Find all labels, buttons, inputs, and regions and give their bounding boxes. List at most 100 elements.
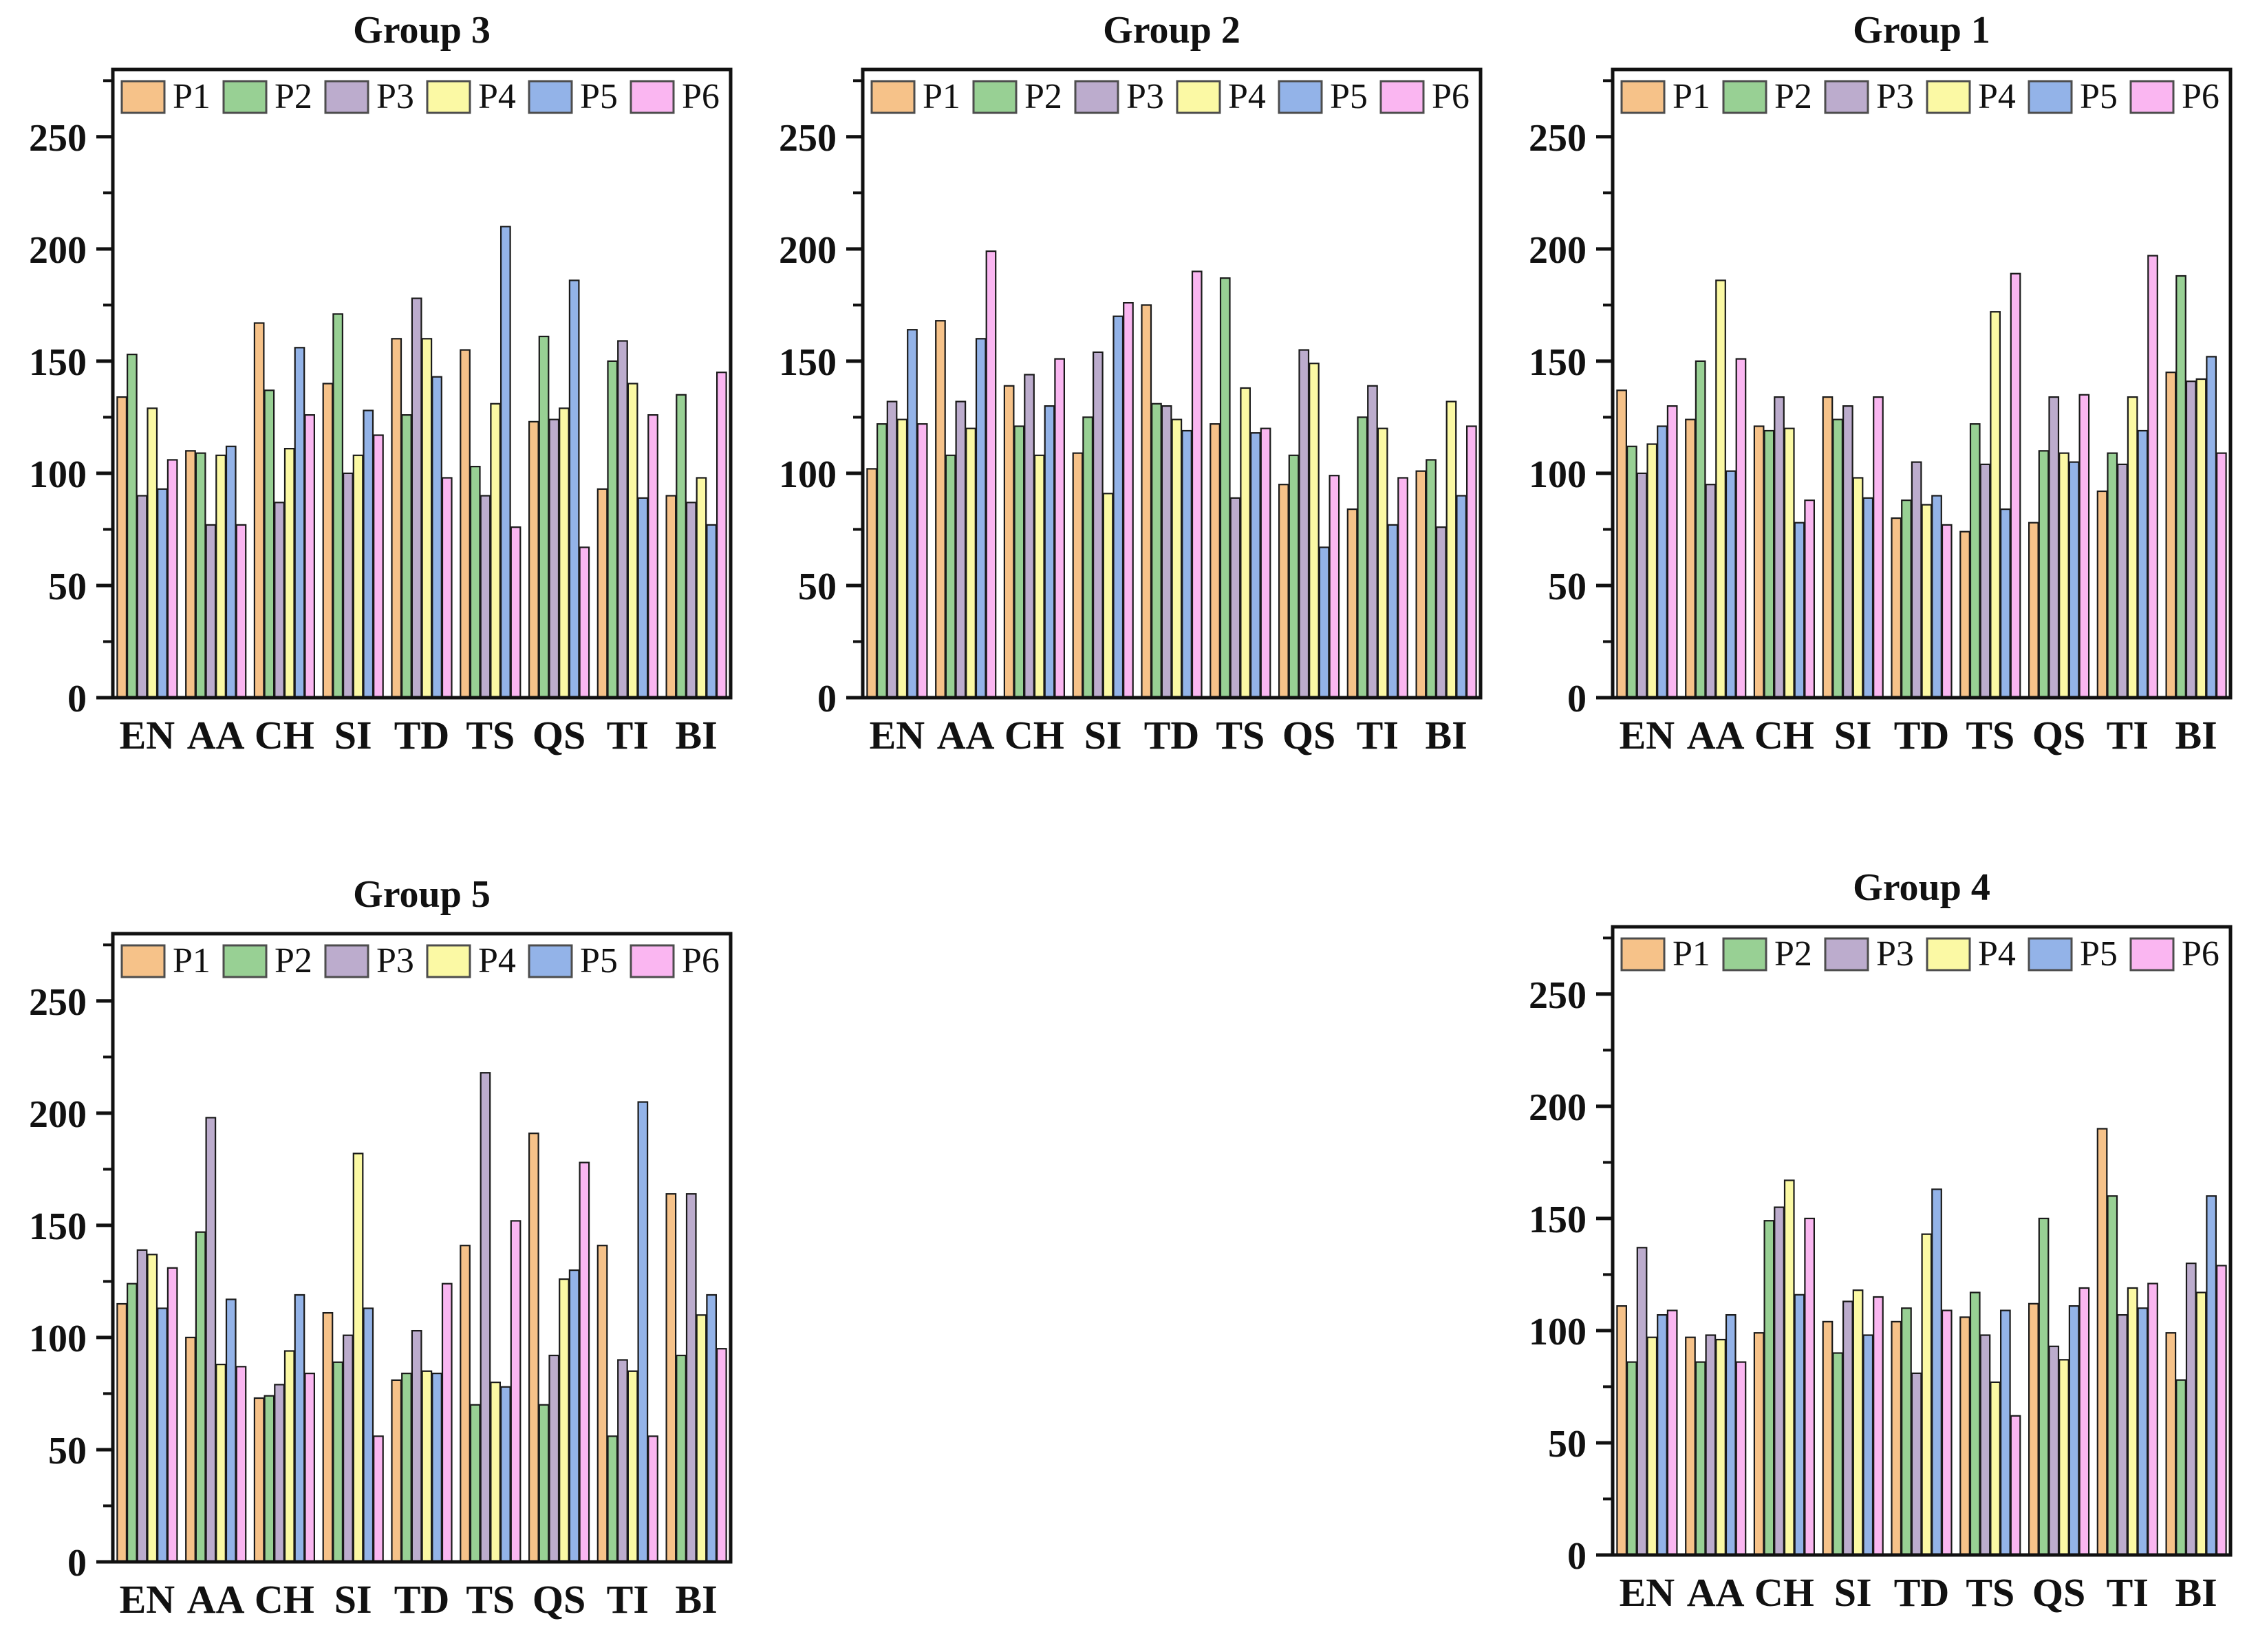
bar-QS-P3 [2048,396,2060,699]
bar-SI-P1 [1072,452,1084,699]
bar-BI-P6 [2215,1265,2227,1556]
x-tick-label: TI [2107,1570,2149,1615]
x-tick-label: SI [1834,713,1872,758]
chart-title: Group 5 [353,873,491,916]
bar-TD-P1 [1891,517,1902,699]
legend-label-P6: P6 [682,77,720,116]
bar-EN-P6 [1666,1309,1678,1556]
bar-SI-P4 [352,454,364,699]
bar-QS-P2 [2038,450,2050,699]
bar-TD-P3 [411,1329,422,1563]
bar-CH-P2 [1763,429,1775,699]
bar-AA-P6 [235,1366,247,1563]
bar-SI-P3 [1842,1300,1853,1556]
bar-TD-P1 [1891,1320,1902,1556]
y-tick-label: 150 [1529,1199,1587,1241]
bar-QS-P4 [559,407,570,699]
bar-QS-P3 [548,1354,560,1563]
bar-AA-P1 [1685,418,1696,699]
legend-label-P6: P6 [2182,77,2219,116]
y-tick-label: 200 [29,1093,87,1136]
bar-TD-P5 [1931,495,1942,699]
x-tick-label: QS [533,713,585,758]
bar-EN-P2 [127,1283,138,1563]
bar-SI-P4 [1852,1289,1864,1556]
legend-swatch-P2 [222,80,268,114]
bar-AA-P1 [185,450,196,699]
bar-AA-P6 [1735,1361,1747,1556]
bar-AA-P4 [215,1363,226,1563]
bar-AA-P4 [1715,279,1726,699]
x-tick-label: EN [1620,713,1675,758]
bar-EN-P4 [147,1254,158,1563]
x-tick-label: AA [1687,1570,1745,1615]
legend-label-P4: P4 [1228,77,1266,116]
bar-TI-P3 [617,1359,628,1563]
bar-CH-P6 [1804,499,1815,699]
bar-BI-P1 [2165,372,2177,699]
bar-CH-P5 [1044,405,1055,699]
bar-TS-P2 [469,465,481,699]
legend-label-P3: P3 [1876,934,1914,974]
x-tick-label: TD [1894,1570,1950,1615]
bar-TI-P6 [2147,1283,2158,1556]
bar-BI-P4 [696,1314,707,1563]
legend-swatch-P3 [324,944,369,978]
bar-TI-P2 [607,1435,619,1563]
bar-TS-P1 [1959,1316,1970,1556]
bar-TS-P4 [1990,1381,2001,1556]
bar-TI-P6 [1397,477,1408,699]
bar-chart-group-3: EN AA CH SI TD TS QS TI BI 0 50 100 150 200 250 P1 P2 P3 P… [29,9,733,758]
y-tick-label: 200 [779,229,837,272]
bar-TD-P6 [1191,270,1203,699]
bar-CH-P2 [1013,425,1025,699]
bar-EN-P1 [1616,389,1627,699]
y-tick-label: 250 [29,117,87,160]
legend-label-P2: P2 [275,941,312,980]
bar-QS-P3 [548,418,560,699]
legend-label-P3: P3 [1876,77,1914,116]
x-tick-label: EN [120,713,175,758]
bar-EN-P1 [116,396,127,699]
legend-swatch-P6 [2129,937,2175,972]
bar-TD-P4 [421,338,433,699]
bar-CH-P4 [283,447,295,699]
bar-BI-P2 [2175,1379,2186,1556]
bar-TI-P3 [2117,463,2128,699]
y-tick-label: 100 [1529,453,1587,496]
bar-EN-P6 [1666,405,1678,699]
x-tick-label: BI [2175,1570,2217,1615]
x-tick-label: QS [1282,713,1335,758]
bar-CH-P3 [274,1384,285,1563]
x-tick-label: SI [334,1577,372,1622]
bar-AA-P4 [965,427,976,699]
bar-TD-P6 [1941,1309,1953,1556]
legend-label-P3: P3 [376,77,414,116]
bar-EN-P4 [1646,443,1658,699]
bar-SI-P4 [352,1152,364,1563]
bar-SI-P3 [343,1334,354,1563]
bar-AA-P2 [1695,1361,1706,1556]
bar-CH-P4 [1783,427,1795,699]
bar-TS-P5 [499,1386,511,1563]
bar-TD-P5 [1181,429,1192,699]
bar-TI-P2 [2107,452,2118,699]
bar-chart-group-2: EN AA CH SI TD TS QS TI BI 0 50 100 150 200 250 P1 P2 P3 P… [779,9,1483,758]
bar-TI-P4 [627,383,638,699]
bar-AA-P5 [975,338,987,699]
legend-swatch-P2 [1722,80,1767,114]
bar-AA-P3 [205,1117,217,1563]
legend-swatch-P2 [972,80,1018,114]
chart-title: Group 1 [1853,9,1990,52]
bar-TD-P3 [1911,1372,1922,1556]
bar-EN-P5 [907,329,918,699]
legend-label-P4: P4 [478,941,516,980]
plot-border [111,932,733,1564]
legend-swatch-P1 [870,80,916,114]
y-tick-label: 50 [1548,1423,1587,1466]
bar-TD-P3 [1911,461,1922,699]
bar-AA-P2 [195,1231,206,1563]
bar-SI-P2 [1082,416,1093,699]
bar-CH-P4 [1033,454,1045,699]
bar-TI-P3 [617,340,628,699]
